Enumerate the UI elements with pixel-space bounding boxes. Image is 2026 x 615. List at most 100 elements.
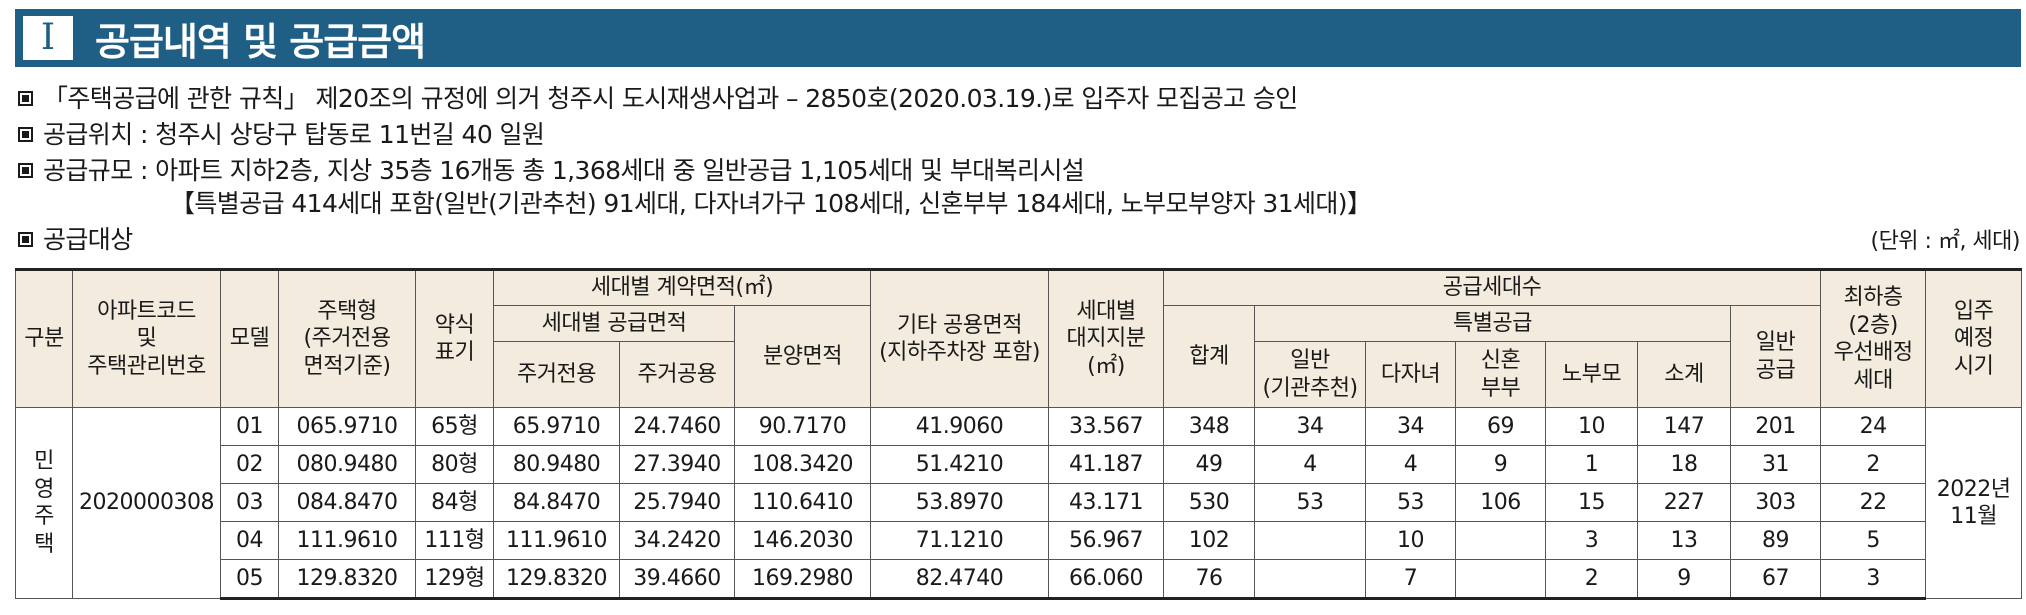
section-number: I bbox=[23, 16, 73, 60]
header-housing-type: 주택형 (주거전용 면적기준) bbox=[278, 268, 416, 408]
type-cell: 065.9710 bbox=[278, 407, 416, 446]
supply-target-line: 공급대상 bbox=[18, 225, 133, 255]
square-bullet-icon bbox=[18, 232, 33, 247]
abbrev-cell: 80형 bbox=[415, 445, 494, 484]
general-cell: 201 bbox=[1730, 407, 1822, 446]
model-cell: 03 bbox=[220, 483, 279, 522]
square-bullet-icon bbox=[18, 127, 33, 142]
other-common-cell: 51.4210 bbox=[870, 445, 1050, 484]
total-cell: 102 bbox=[1163, 521, 1256, 560]
header-abbrev: 약식 표기 bbox=[415, 268, 494, 408]
header-common: 주거공용 bbox=[619, 341, 735, 408]
unit-note: (단위 : ㎡, 세대) bbox=[1870, 229, 2020, 254]
header-institution: 일반 (기관추천) bbox=[1254, 341, 1367, 408]
type-cell: 111.9610 bbox=[278, 521, 416, 560]
common-cell: 39.4660 bbox=[619, 559, 735, 600]
land-share-cell: 66.060 bbox=[1048, 559, 1165, 600]
scale-line: 공급규모 : 아파트 지하2층, 지상 35층 16개동 총 1,368세대 중… bbox=[18, 156, 1085, 186]
other-common-cell: 82.4740 bbox=[870, 559, 1050, 600]
table-row: 04 111.9610 111형 111.9610 34.2420 146.20… bbox=[16, 521, 2022, 560]
header-elderly: 노부모 bbox=[1545, 341, 1639, 408]
land-share-cell: 33.567 bbox=[1048, 407, 1165, 446]
exclusive-cell: 84.8470 bbox=[493, 483, 620, 522]
header-total: 합계 bbox=[1163, 305, 1256, 408]
newlywed-cell bbox=[1455, 521, 1547, 560]
common-cell: 25.7940 bbox=[619, 483, 735, 522]
square-bullet-icon bbox=[18, 163, 33, 178]
model-cell: 02 bbox=[220, 445, 279, 484]
institution-cell: 34 bbox=[1254, 407, 1367, 446]
header-other-common-area: 기타 공용면적 (지하주차장 포함) bbox=[870, 268, 1050, 408]
general-cell: 67 bbox=[1730, 559, 1822, 600]
model-cell: 04 bbox=[220, 521, 279, 560]
total-cell: 530 bbox=[1163, 483, 1256, 522]
header-multi-child: 다자녀 bbox=[1365, 341, 1457, 408]
sale-area-cell: 110.6410 bbox=[733, 483, 872, 522]
common-cell: 24.7460 bbox=[619, 407, 735, 446]
exclusive-cell: 65.9710 bbox=[493, 407, 620, 446]
lowest-floor-cell: 3 bbox=[1820, 559, 1927, 600]
header-category: 구분 bbox=[15, 268, 73, 408]
subtotal-cell: 227 bbox=[1637, 483, 1732, 522]
table-row: 05 129.8320 129형 129.8320 39.4660 169.29… bbox=[16, 559, 2022, 600]
common-cell: 34.2420 bbox=[619, 521, 735, 560]
header-special-supply: 특별공급 bbox=[1254, 305, 1732, 342]
location-line: 공급위치 : 청주시 상당구 탑동로 11번길 40 일원 bbox=[18, 120, 545, 150]
header-general-supply: 일반 공급 bbox=[1730, 305, 1822, 408]
header-land-share: 세대별 대지지분 (㎡) bbox=[1048, 268, 1165, 408]
table-row: 민영주택 2020000308 01 065.9710 65형 65.9710 … bbox=[15, 407, 2023, 599]
newlywed-cell: 106 bbox=[1455, 483, 1547, 522]
elderly-cell: 15 bbox=[1545, 483, 1639, 522]
general-cell: 31 bbox=[1730, 445, 1822, 484]
exclusive-cell: 80.9480 bbox=[493, 445, 620, 484]
header-subtotal: 소계 bbox=[1637, 341, 1732, 408]
square-bullet-icon bbox=[18, 91, 33, 106]
category-cell: 민영주택 bbox=[15, 407, 73, 599]
section-title: 공급내역 및 공급금액 bbox=[95, 19, 426, 64]
type-cell: 080.9480 bbox=[278, 445, 416, 484]
lowest-floor-cell: 5 bbox=[1820, 521, 1927, 560]
header-newlywed: 신혼 부부 bbox=[1455, 341, 1547, 408]
land-share-cell: 43.171 bbox=[1048, 483, 1165, 522]
subtotal-cell: 9 bbox=[1637, 559, 1732, 600]
total-cell: 49 bbox=[1163, 445, 1256, 484]
institution-cell bbox=[1254, 559, 1367, 600]
elderly-cell: 3 bbox=[1545, 521, 1639, 560]
common-cell: 27.3940 bbox=[619, 445, 735, 484]
general-cell: 303 bbox=[1730, 483, 1822, 522]
type-cell: 129.8320 bbox=[278, 559, 416, 600]
sale-area-cell: 90.7170 bbox=[733, 407, 872, 446]
exclusive-cell: 129.8320 bbox=[493, 559, 620, 600]
sale-area-cell: 169.2980 bbox=[733, 559, 872, 600]
total-cell: 76 bbox=[1163, 559, 1256, 600]
land-share-cell: 56.967 bbox=[1048, 521, 1165, 560]
subtotal-cell: 18 bbox=[1637, 445, 1732, 484]
institution-cell: 4 bbox=[1254, 445, 1367, 484]
sale-area-cell: 146.2030 bbox=[733, 521, 872, 560]
multi-child-cell: 4 bbox=[1365, 445, 1457, 484]
total-cell: 348 bbox=[1163, 407, 1256, 446]
institution-cell: 53 bbox=[1254, 483, 1367, 522]
elderly-cell: 1 bbox=[1545, 445, 1639, 484]
other-common-cell: 71.1210 bbox=[870, 521, 1050, 560]
supply-table: 구분 아파트코드 및 주택관리번호 모델 주택형 (주거전용 면적기준) 약식 … bbox=[15, 268, 2023, 600]
multi-child-cell: 53 bbox=[1365, 483, 1457, 522]
move-in-cell: 2022년 11월 bbox=[1925, 407, 2023, 599]
approval-line: 「주택공급에 관한 규칙」 제20조의 규정에 의거 청주시 도시재생사업과 –… bbox=[18, 84, 1298, 114]
header-supply-area: 세대별 공급면적 bbox=[493, 305, 735, 342]
lowest-floor-cell: 24 bbox=[1820, 407, 1927, 446]
general-cell: 89 bbox=[1730, 521, 1822, 560]
section-header: I 공급내역 및 공급금액 bbox=[15, 9, 2021, 67]
model-cell: 01 bbox=[220, 407, 279, 446]
elderly-cell: 2 bbox=[1545, 559, 1639, 600]
multi-child-cell: 34 bbox=[1365, 407, 1457, 446]
subtotal-cell: 147 bbox=[1637, 407, 1732, 446]
institution-cell bbox=[1254, 521, 1367, 560]
type-cell: 084.8470 bbox=[278, 483, 416, 522]
land-share-cell: 41.187 bbox=[1048, 445, 1165, 484]
header-move-in: 입주 예정 시기 bbox=[1925, 268, 2023, 408]
abbrev-cell: 84형 bbox=[415, 483, 494, 522]
special-supply-line: 【특별공급 414세대 포함(일반(기관추천) 91세대, 다자녀가구 108세… bbox=[170, 189, 1372, 218]
other-common-cell: 53.8970 bbox=[870, 483, 1050, 522]
